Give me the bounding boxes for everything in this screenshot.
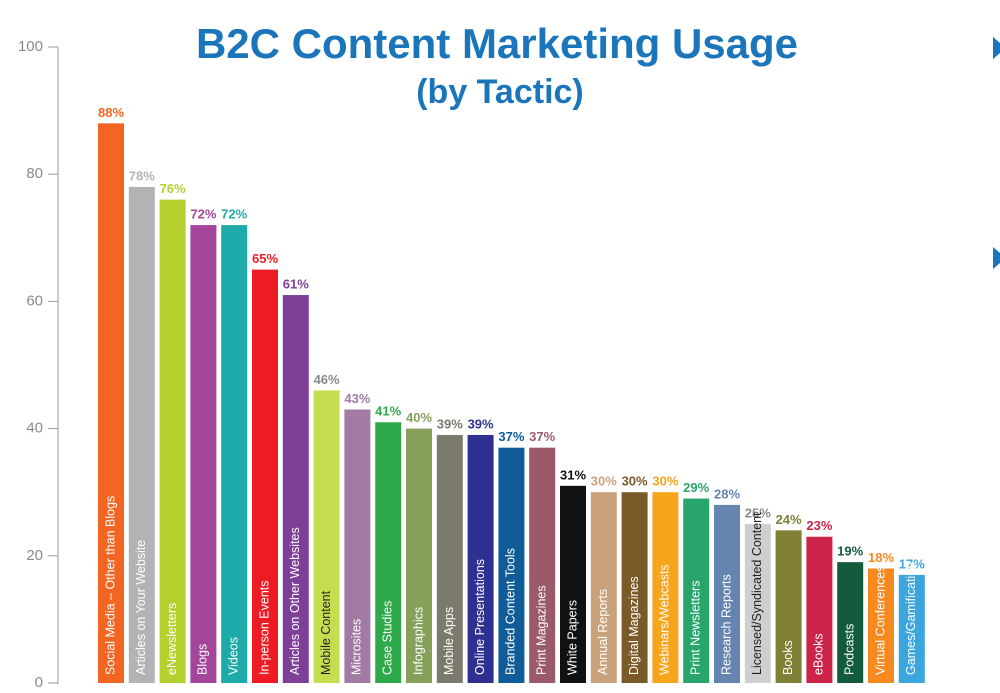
bar bbox=[467, 434, 494, 683]
category-label: Branded Content Tools bbox=[504, 548, 518, 675]
bar bbox=[590, 492, 617, 683]
category-label: Print Magazines bbox=[534, 585, 548, 675]
category-label: Articles on Other Websites bbox=[288, 527, 302, 675]
category-label: Articles on Your Website bbox=[134, 540, 148, 675]
bar bbox=[252, 269, 278, 683]
value-label: 30% bbox=[652, 474, 678, 489]
value-label: 18% bbox=[868, 550, 894, 565]
bar bbox=[375, 422, 402, 683]
y-tick-label: 40 bbox=[26, 420, 43, 437]
value-label: 61% bbox=[283, 276, 309, 291]
value-label: 17% bbox=[899, 556, 925, 571]
bar bbox=[806, 536, 833, 683]
category-label: Annual Reports bbox=[596, 589, 610, 675]
value-label: 39% bbox=[437, 416, 463, 431]
bar bbox=[313, 390, 340, 683]
bar bbox=[714, 504, 740, 683]
category-label: Microsites bbox=[350, 619, 364, 675]
category-label: Online Presentations bbox=[473, 559, 487, 675]
bar bbox=[898, 574, 925, 683]
y-tick-label: 100 bbox=[18, 38, 43, 55]
value-label: 28% bbox=[714, 486, 740, 501]
bar bbox=[128, 186, 155, 684]
chart-title: B2C Content Marketing Usage bbox=[196, 20, 798, 67]
value-label: 30% bbox=[591, 474, 617, 489]
bar bbox=[221, 225, 248, 683]
category-label: Mobile Apps bbox=[442, 607, 456, 675]
side-arrow bbox=[993, 247, 1000, 269]
category-label: Case Studies bbox=[380, 601, 394, 675]
bar bbox=[159, 199, 186, 683]
bar bbox=[837, 562, 864, 683]
value-label: 88% bbox=[98, 105, 124, 120]
value-label: 25% bbox=[745, 505, 771, 520]
value-label: 23% bbox=[806, 518, 832, 533]
value-label: 72% bbox=[221, 207, 247, 222]
category-label: Licensed/Syndicated Content bbox=[750, 512, 764, 675]
bar bbox=[868, 568, 894, 683]
value-label: 78% bbox=[129, 168, 155, 183]
bar bbox=[775, 530, 802, 683]
bar bbox=[744, 524, 771, 683]
value-label: 37% bbox=[529, 429, 555, 444]
y-tick-label: 80 bbox=[26, 165, 43, 182]
category-label: Podcasts bbox=[842, 624, 856, 675]
bar bbox=[190, 225, 217, 683]
value-label: 46% bbox=[314, 372, 340, 387]
category-label: Infographics bbox=[411, 607, 425, 675]
bar bbox=[621, 492, 648, 683]
bar bbox=[652, 492, 679, 683]
y-tick-label: 20 bbox=[26, 547, 43, 564]
bar bbox=[98, 123, 124, 683]
bar bbox=[683, 498, 710, 683]
category-label: Digital Magazines bbox=[627, 576, 641, 675]
chart-subtitle: (by Tactic) bbox=[416, 73, 584, 111]
category-label: Webinars/Webcasts bbox=[658, 564, 672, 675]
category-label: Virtual Conferences bbox=[873, 565, 887, 675]
side-arrow bbox=[993, 37, 1000, 59]
category-label: Blogs bbox=[196, 644, 210, 675]
value-label: 31% bbox=[560, 467, 586, 482]
category-label: Games/Gamification bbox=[904, 562, 918, 675]
category-label: Research Reports bbox=[719, 574, 733, 675]
bar bbox=[282, 295, 309, 683]
value-label: 40% bbox=[406, 410, 432, 425]
category-label: eBooks bbox=[812, 633, 826, 675]
value-label: 29% bbox=[683, 480, 709, 495]
value-label: 39% bbox=[468, 416, 494, 431]
category-label: Print Newsletters bbox=[688, 581, 702, 675]
value-label: 76% bbox=[160, 181, 186, 196]
value-label: 30% bbox=[622, 474, 648, 489]
category-label: White Papers bbox=[565, 600, 579, 675]
bar bbox=[498, 447, 525, 683]
category-label: Social Media – Other than Blogs bbox=[103, 496, 117, 675]
value-label: 72% bbox=[190, 207, 216, 222]
value-label: 37% bbox=[498, 429, 524, 444]
bar bbox=[529, 447, 556, 683]
value-label: 43% bbox=[344, 391, 370, 406]
y-tick-label: 60 bbox=[26, 292, 43, 309]
value-label: 24% bbox=[776, 512, 802, 527]
value-label: 19% bbox=[837, 544, 863, 559]
bar bbox=[406, 428, 432, 683]
category-label: Books bbox=[781, 640, 795, 675]
value-label: 65% bbox=[252, 251, 278, 266]
category-label: Mobile Content bbox=[319, 590, 333, 675]
bar bbox=[436, 434, 463, 683]
value-label: 41% bbox=[375, 404, 401, 419]
y-tick-label: 0 bbox=[35, 674, 43, 691]
bar bbox=[344, 409, 371, 683]
category-label: In-person Events bbox=[257, 581, 271, 676]
category-label: Videos bbox=[226, 637, 240, 675]
category-label: eNewsletters bbox=[165, 603, 179, 675]
bar bbox=[560, 485, 586, 683]
